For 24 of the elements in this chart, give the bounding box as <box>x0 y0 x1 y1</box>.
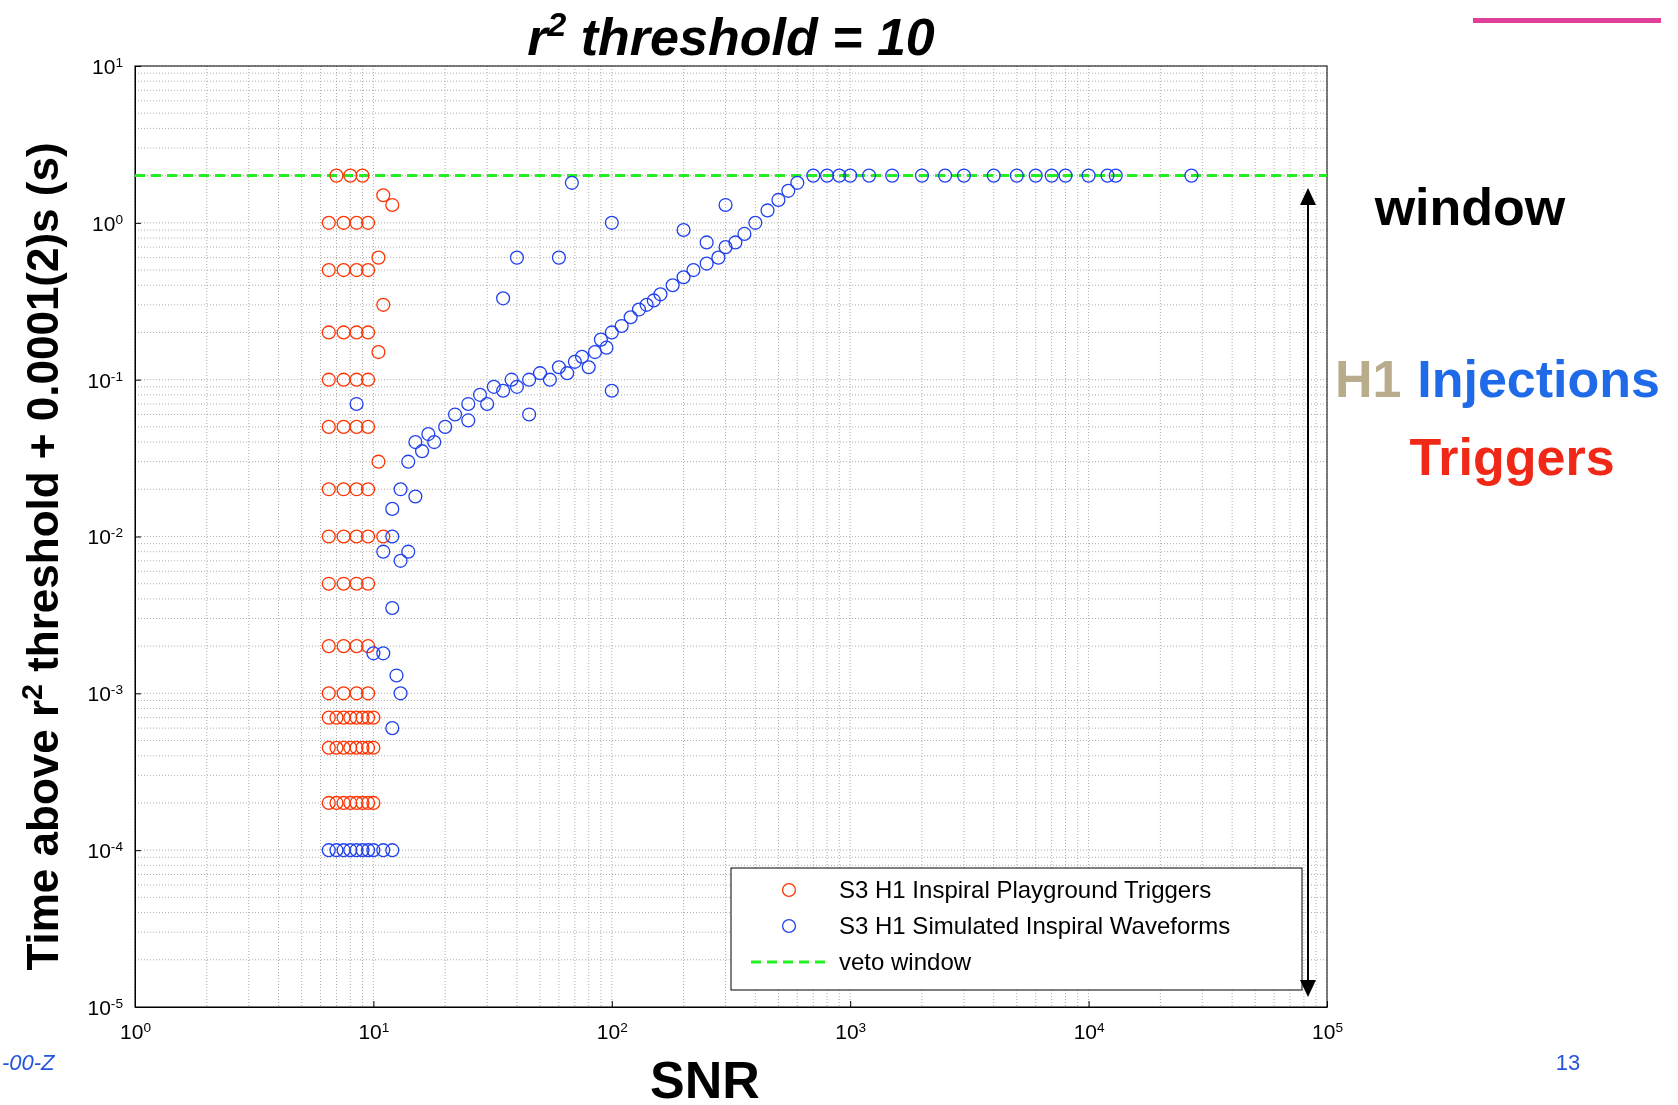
text: -00-Z <box>2 1050 57 1075</box>
chart-title: r$^{2}$ threshold = 10 <box>527 5 935 66</box>
y-tick-label: 10$^{-2}$ <box>87 524 123 549</box>
legend-label: S3 H1 Inspiral Playground Triggers <box>839 876 1212 904</box>
x-tick-label: 10$^{1}$ <box>358 1019 390 1043</box>
y-tick-label: 10$^{-1}$ <box>87 368 123 392</box>
text: window <box>1373 178 1566 236</box>
x-axis-title: SNR <box>650 1051 760 1105</box>
x-tick-label: 10$^{4}$ <box>1073 1019 1105 1043</box>
text: Injections <box>1417 350 1660 408</box>
y-tick-label: 10$^{-3}$ <box>87 681 123 706</box>
x-tick-label: 10$^{2}$ <box>596 1019 628 1043</box>
text: H1 <box>1335 350 1402 408</box>
y-tick-label: 10$^{0}$ <box>92 211 124 235</box>
x-tick-label: 10$^{3}$ <box>835 1019 867 1043</box>
x-tick-label: 10$^{5}$ <box>1312 1019 1344 1043</box>
y-tick-label: 10$^{-4}$ <box>87 838 124 863</box>
x-tick-label: 10$^{0}$ <box>120 1019 152 1043</box>
legend-label: S3 H1 Simulated Inspiral Waveforms <box>839 912 1231 940</box>
text: 13 <box>1555 1050 1581 1075</box>
y-tick-label: 10$^{-5}$ <box>87 995 124 1019</box>
text: Triggers <box>1409 428 1615 486</box>
legend-label: veto window <box>839 948 972 976</box>
y-tick-label: 10$^{1}$ <box>92 54 123 78</box>
